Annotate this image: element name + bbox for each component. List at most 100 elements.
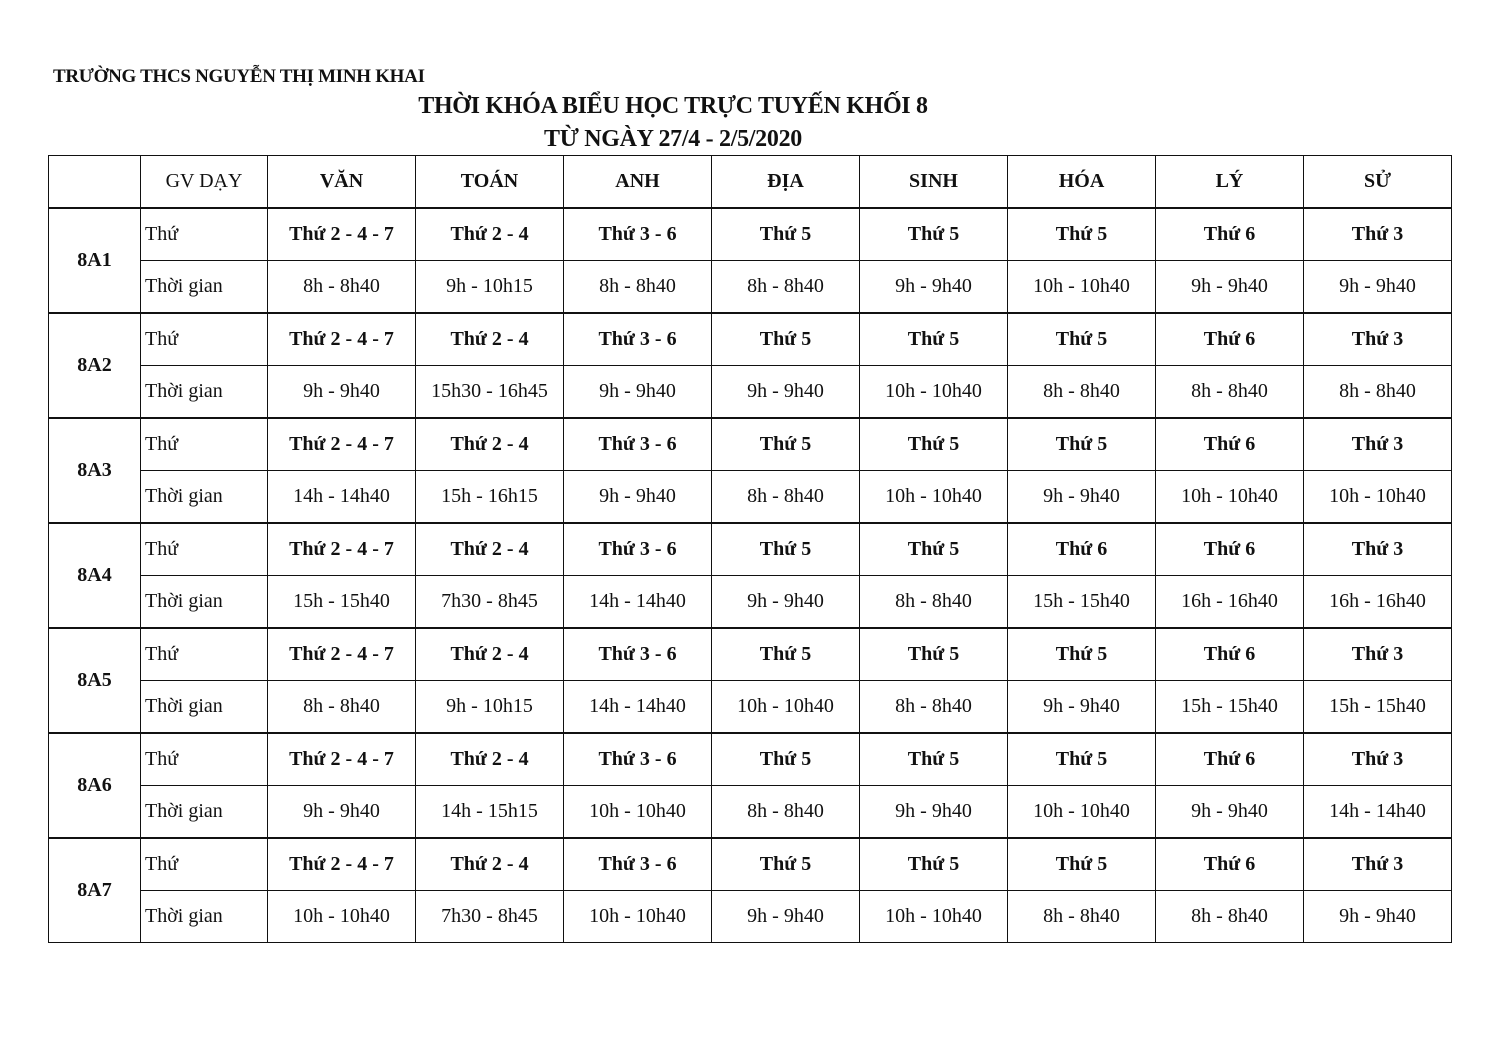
- time-cell: 10h - 10h40: [267, 890, 416, 943]
- time-cell: 16h - 16h40: [1155, 575, 1304, 629]
- time-cell: 10h - 10h40: [1007, 785, 1156, 839]
- time-cell: 10h - 10h40: [711, 680, 860, 734]
- day-cell: Thứ 6: [1155, 732, 1304, 786]
- day-cell: Thứ 3: [1303, 627, 1452, 681]
- day-cell: Thứ 3: [1303, 417, 1452, 471]
- time-cell: 10h - 10h40: [859, 470, 1008, 524]
- day-cell: Thứ 2 - 4: [415, 837, 564, 891]
- time-cell: 9h - 9h40: [1155, 785, 1304, 839]
- day-cell: Thứ 3 - 6: [563, 627, 712, 681]
- day-cell: Thứ 2 - 4 - 7: [267, 417, 416, 471]
- time-row: Thời gian 14h - 14h40 15h - 16h15 9h - 9h40…: [49, 470, 1452, 524]
- day-cell: Thứ 3: [1303, 837, 1452, 891]
- day-cell: Thứ 5: [711, 837, 860, 891]
- day-cell: Thứ 5: [859, 837, 1008, 891]
- time-cell: 8h - 8h40: [1155, 890, 1304, 943]
- day-cell: Thứ 5: [711, 627, 860, 681]
- class-name: 8A7: [48, 837, 141, 943]
- time-cell: 7h30 - 8h45: [415, 575, 564, 629]
- day-cell: Thứ 2 - 4: [415, 312, 564, 366]
- time-row: Thời gian 10h - 10h40 7h30 - 8h45 10h - 10h…: [49, 890, 1452, 943]
- day-cell: Thứ 6: [1155, 207, 1304, 261]
- time-label: Thời gian: [140, 365, 268, 419]
- time-cell: 14h - 14h40: [267, 470, 416, 524]
- time-cell: 9h - 9h40: [1303, 260, 1452, 314]
- time-cell: 7h30 - 8h45: [415, 890, 564, 943]
- time-row: Thời gian 8h - 8h40 9h - 10h15 14h - 14h40 1…: [49, 680, 1452, 734]
- day-label: Thứ: [140, 627, 268, 681]
- time-cell: 9h - 9h40: [711, 890, 860, 943]
- school-name: TRƯỜNG THCS NGUYỄN THỊ MINH KHAI: [53, 66, 425, 87]
- subject-header: ANH: [563, 155, 712, 209]
- day-cell: Thứ 3 - 6: [563, 522, 712, 576]
- day-row: 8A3 Thứ Thứ 2 - 4 - 7 Thứ 2 - 4 Thứ 3 - 6 Thứ…: [48, 417, 1452, 524]
- time-cell: 14h - 15h15: [415, 785, 564, 839]
- time-cell: 9h - 9h40: [563, 470, 712, 524]
- day-row: 8A4 Thứ Thứ 2 - 4 - 7 Thứ 2 - 4 Thứ 3 - 6 Thứ…: [48, 522, 1452, 629]
- time-cell: 8h - 8h40: [267, 680, 416, 734]
- time-row: Thời gian 15h - 15h40 7h30 - 8h45 14h - 14h…: [49, 575, 1452, 629]
- day-cell: Thứ 5: [711, 417, 860, 471]
- day-cell: Thứ 5: [859, 522, 1008, 576]
- time-cell: 8h - 8h40: [859, 575, 1008, 629]
- time-cell: 9h - 9h40: [859, 260, 1008, 314]
- time-cell: 8h - 8h40: [563, 260, 712, 314]
- day-cell: Thứ 3 - 6: [563, 837, 712, 891]
- day-label: Thứ: [140, 732, 268, 786]
- time-row: Thời gian 8h - 8h40 9h - 10h15 8h - 8h40 8h …: [49, 260, 1452, 314]
- day-cell: Thứ 5: [859, 207, 1008, 261]
- day-cell: Thứ 6: [1155, 627, 1304, 681]
- day-row: 8A5 Thứ Thứ 2 - 4 - 7 Thứ 2 - 4 Thứ 3 - 6 Thứ…: [48, 627, 1452, 734]
- time-label: Thời gian: [140, 575, 268, 629]
- time-cell: 9h - 10h15: [415, 260, 564, 314]
- time-label: Thời gian: [140, 680, 268, 734]
- header-row: GV DẠY VĂN TOÁN ANH ĐỊA SINH HÓA LÝ SỬ: [48, 155, 1452, 209]
- time-cell: 10h - 10h40: [563, 785, 712, 839]
- day-cell: Thứ 2 - 4 - 7: [267, 627, 416, 681]
- day-cell: Thứ 2 - 4: [415, 522, 564, 576]
- time-cell: 8h - 8h40: [1007, 365, 1156, 419]
- subject-header: TOÁN: [415, 155, 564, 209]
- time-cell: 10h - 10h40: [1155, 470, 1304, 524]
- subject-header: SỬ: [1303, 155, 1452, 209]
- class-name: 8A3: [48, 417, 141, 524]
- time-cell: 10h - 10h40: [859, 365, 1008, 419]
- day-cell: Thứ 2 - 4: [415, 732, 564, 786]
- time-cell: 8h - 8h40: [711, 470, 860, 524]
- day-cell: Thứ 6: [1155, 522, 1304, 576]
- day-cell: Thứ 3 - 6: [563, 732, 712, 786]
- day-cell: Thứ 3 - 6: [563, 207, 712, 261]
- day-cell: Thứ 5: [1007, 417, 1156, 471]
- day-cell: Thứ 5: [859, 417, 1008, 471]
- time-cell: 10h - 10h40: [1303, 470, 1452, 524]
- teacher-header: GV DẠY: [140, 155, 268, 209]
- day-cell: Thứ 6: [1007, 522, 1156, 576]
- day-cell: Thứ 5: [711, 732, 860, 786]
- time-cell: 9h - 9h40: [267, 785, 416, 839]
- time-cell: 15h - 15h40: [267, 575, 416, 629]
- subject-header: LÝ: [1155, 155, 1304, 209]
- day-cell: Thứ 5: [1007, 837, 1156, 891]
- subject-header: HÓA: [1007, 155, 1156, 209]
- day-cell: Thứ 6: [1155, 417, 1304, 471]
- time-cell: 14h - 14h40: [563, 680, 712, 734]
- time-cell: 9h - 9h40: [1303, 890, 1452, 943]
- time-label: Thời gian: [140, 470, 268, 524]
- time-cell: 16h - 16h40: [1303, 575, 1452, 629]
- time-cell: 9h - 10h15: [415, 680, 564, 734]
- day-cell: Thứ 5: [859, 312, 1008, 366]
- time-cell: 15h - 15h40: [1007, 575, 1156, 629]
- class-name: 8A4: [48, 522, 141, 629]
- day-cell: Thứ 5: [711, 522, 860, 576]
- time-cell: 9h - 9h40: [563, 365, 712, 419]
- class-name: 8A6: [48, 732, 141, 839]
- document-title: THỜI KHÓA BIỂU HỌC TRỰC TUYẾN KHỐI 8: [418, 93, 928, 119]
- day-cell: Thứ 3: [1303, 207, 1452, 261]
- time-cell: 10h - 10h40: [859, 890, 1008, 943]
- day-cell: Thứ 2 - 4: [415, 417, 564, 471]
- time-label: Thời gian: [140, 260, 268, 314]
- day-cell: Thứ 5: [1007, 627, 1156, 681]
- day-row: 8A6 Thứ Thứ 2 - 4 - 7 Thứ 2 - 4 Thứ 3 - 6 Thứ…: [48, 732, 1452, 839]
- day-cell: Thứ 3: [1303, 522, 1452, 576]
- time-cell: 15h - 15h40: [1303, 680, 1452, 734]
